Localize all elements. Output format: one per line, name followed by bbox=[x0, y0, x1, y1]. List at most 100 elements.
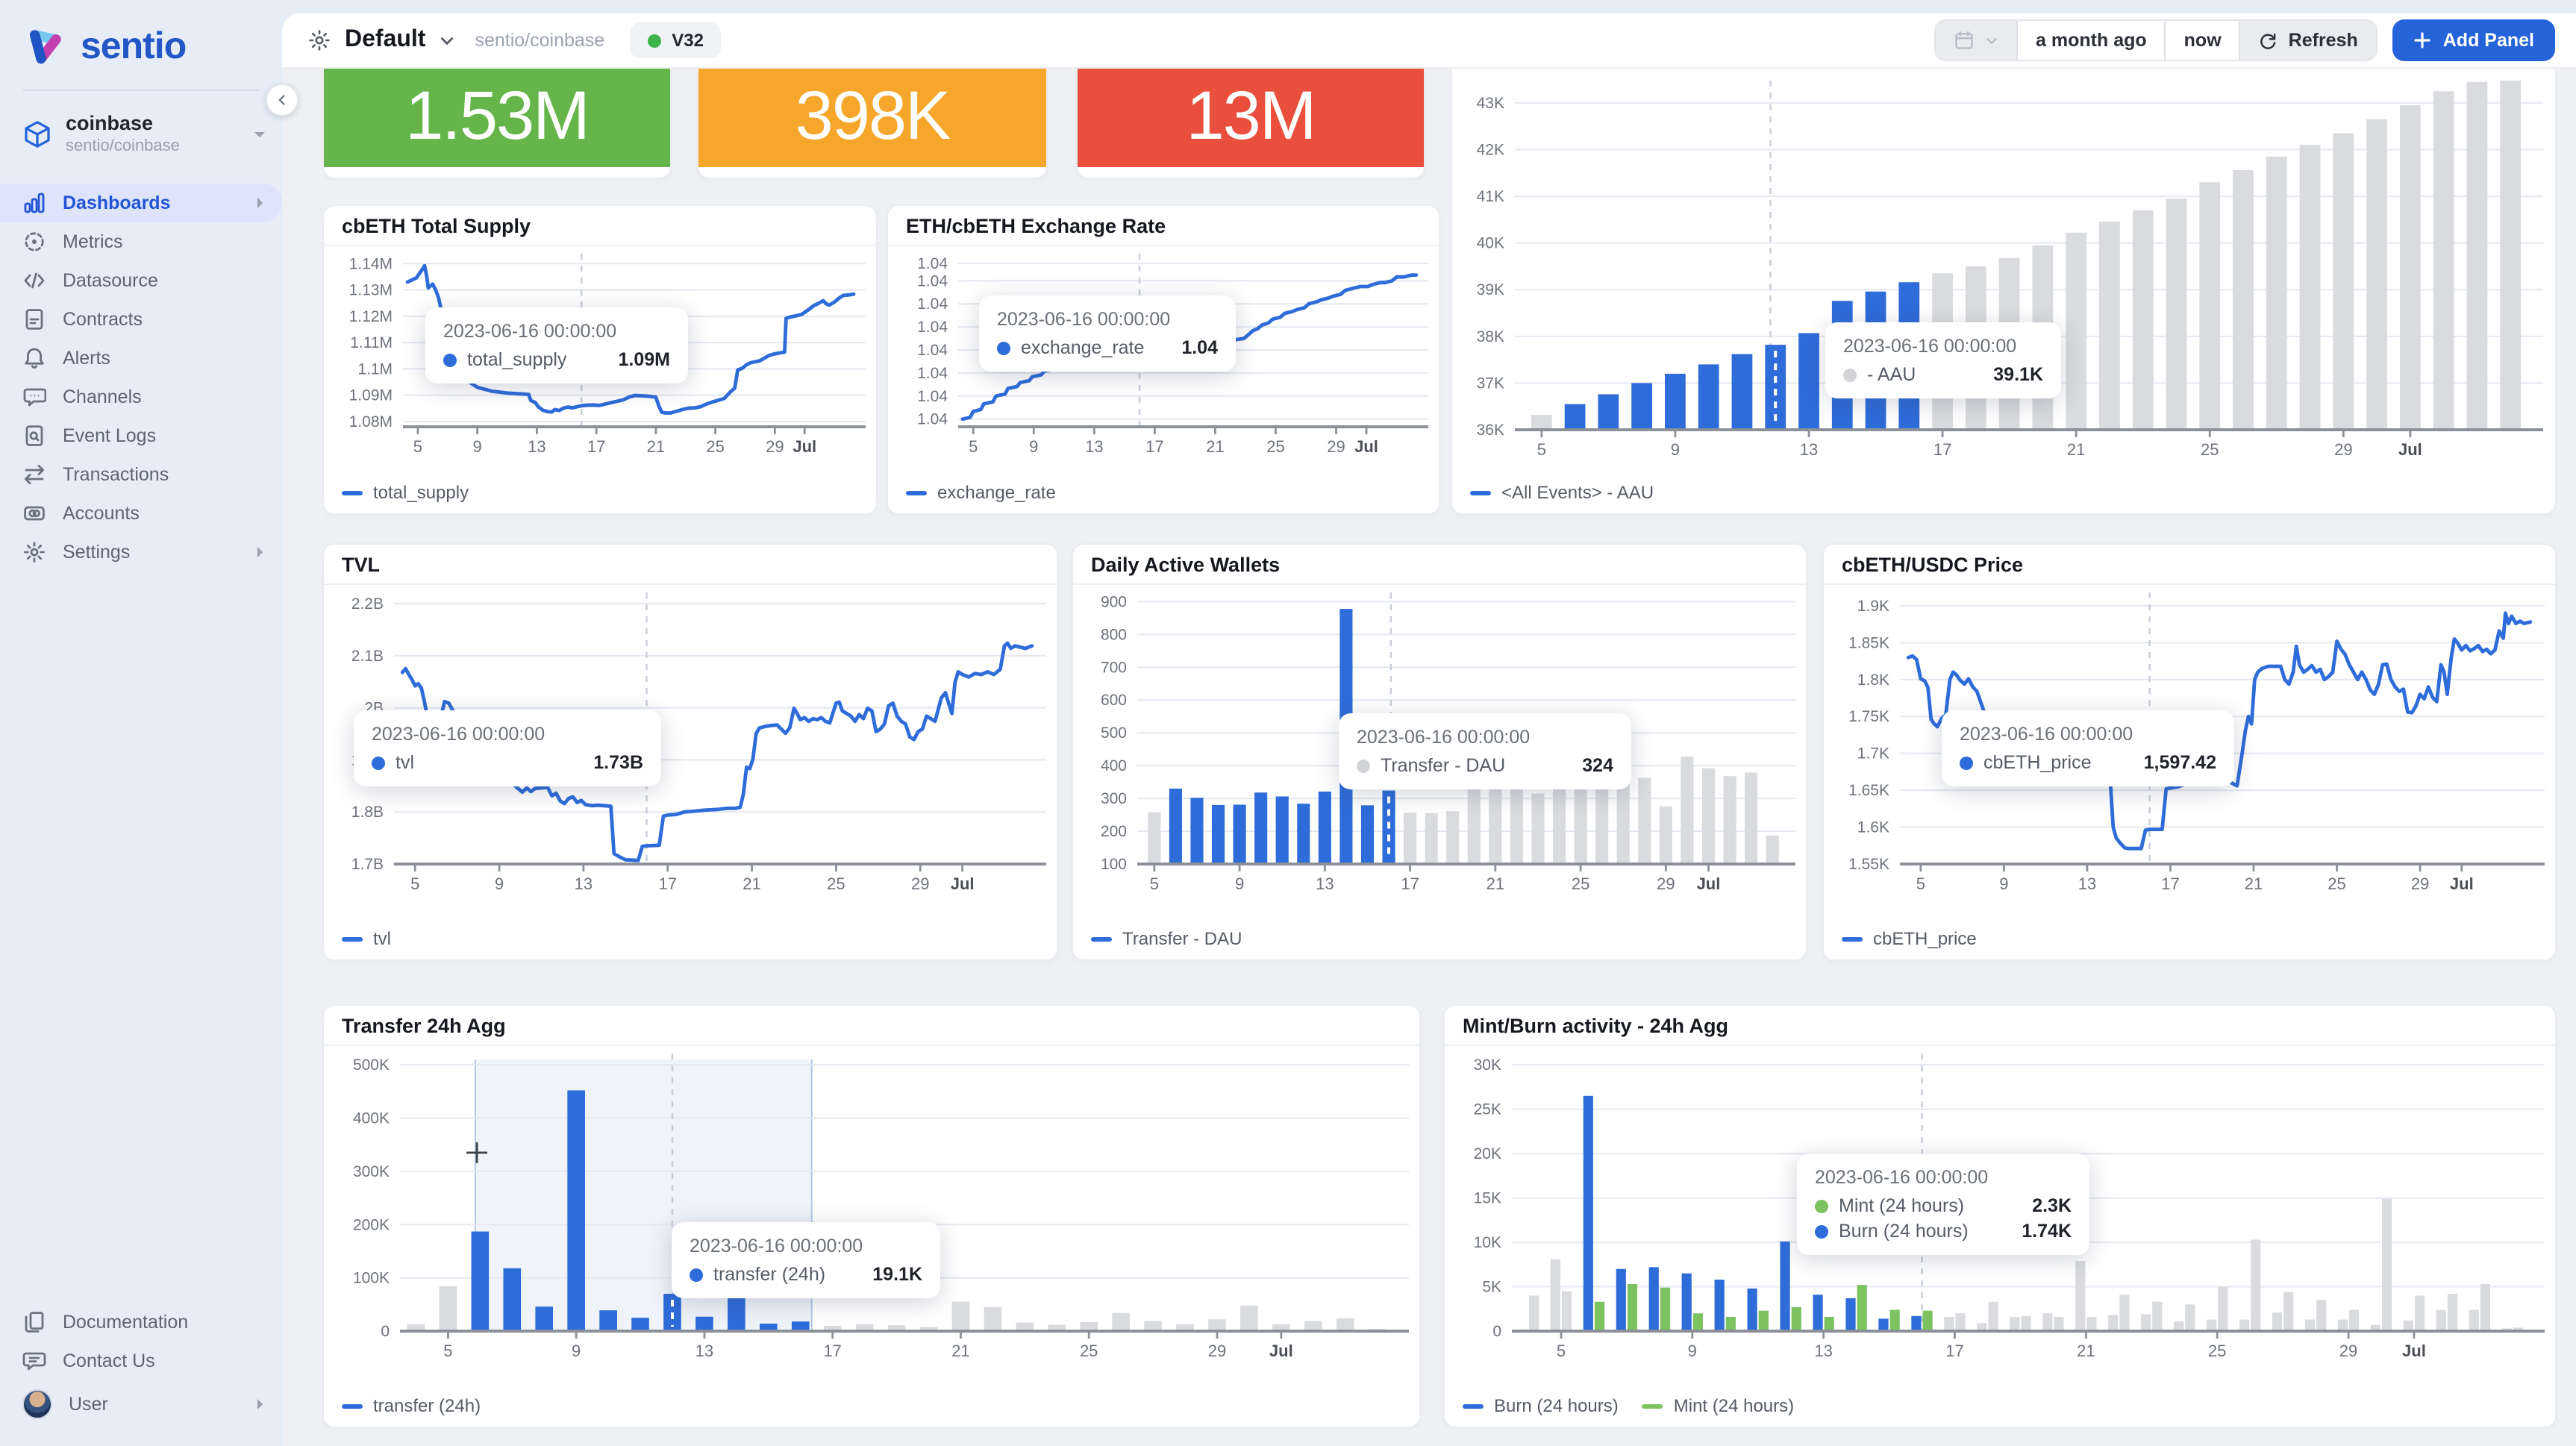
svg-text:100: 100 bbox=[1101, 856, 1127, 873]
metrics-icon bbox=[25, 232, 44, 251]
daily-active-wallets-chart[interactable]: 100 200 300 400 500 600 700 800 900 5 9 13 17 21 25 29 J… bbox=[1084, 586, 1798, 903]
contact-icon bbox=[22, 1352, 46, 1371]
legend-item[interactable]: <All Events> - AAU bbox=[1470, 482, 1654, 503]
svg-text:500K: 500K bbox=[353, 1057, 390, 1074]
datasource-icon bbox=[24, 272, 45, 289]
svg-text:Jul: Jul bbox=[793, 437, 816, 456]
svg-text:25: 25 bbox=[1266, 437, 1284, 456]
svg-text:1.14M: 1.14M bbox=[349, 255, 393, 272]
svg-text:0: 0 bbox=[381, 1323, 390, 1340]
sidebar-item-label: Contracts bbox=[63, 309, 143, 330]
svg-text:25: 25 bbox=[2328, 874, 2345, 893]
sidebar-item-documentation[interactable]: Documentation bbox=[0, 1303, 282, 1342]
sidebar-item-label: Event Logs bbox=[63, 425, 157, 446]
panel-title[interactable]: Mint/Burn activity - 24h Agg bbox=[1445, 1006, 2555, 1046]
legend-item[interactable]: transfer (24h) bbox=[342, 1395, 481, 1416]
sidebar-item-user[interactable]: User bbox=[0, 1380, 282, 1428]
svg-text:25: 25 bbox=[706, 437, 724, 456]
sidebar-item-transactions[interactable]: Transactions bbox=[0, 455, 282, 494]
documentation-icon bbox=[25, 1312, 44, 1333]
channels-icon bbox=[23, 388, 46, 407]
legend-item[interactable]: tvl bbox=[342, 928, 391, 949]
legend-item[interactable]: Burn (24 hours) bbox=[1463, 1395, 1619, 1416]
svg-text:25: 25 bbox=[2201, 440, 2219, 459]
legend-item[interactable]: cbETH_price bbox=[1842, 928, 1977, 949]
date-picker-button[interactable] bbox=[1936, 21, 2016, 60]
legend-item[interactable]: Mint (24 hours) bbox=[1642, 1395, 1794, 1416]
svg-text:100K: 100K bbox=[353, 1270, 390, 1287]
cbeth-price-chart[interactable]: 1.55K 1.6K 1.65K 1.7K 1.75K 1.8K 1.85K 1.9K 5 9 13… bbox=[1834, 586, 2548, 903]
svg-text:0: 0 bbox=[1492, 1323, 1501, 1340]
time-from-button[interactable]: a month ago bbox=[2016, 21, 2165, 60]
chart-legend: cbETH_price bbox=[1842, 928, 1977, 949]
svg-text:5: 5 bbox=[413, 437, 422, 456]
sidebar-item-dashboards[interactable]: Dashboards bbox=[0, 184, 282, 222]
sidebar-item-label: Alerts bbox=[63, 348, 110, 369]
stat-tile-panel[interactable]: 1.53M bbox=[322, 69, 672, 179]
legend-swatch bbox=[342, 490, 363, 495]
refresh-icon bbox=[2260, 33, 2276, 48]
legend-item[interactable]: total_supply bbox=[342, 482, 469, 503]
svg-text:13: 13 bbox=[528, 437, 545, 456]
panel-title[interactable]: Daily Active Wallets bbox=[1073, 545, 1806, 585]
panel-title[interactable]: Transfer 24h Agg bbox=[324, 1006, 1419, 1046]
add-panel-button[interactable]: Add Panel bbox=[2392, 19, 2555, 61]
panel-title[interactable]: TVL bbox=[324, 545, 1057, 585]
workspace-switcher[interactable]: coinbase sentio/coinbase bbox=[0, 91, 282, 172]
stat-tile-panel[interactable]: 13M bbox=[1076, 69, 1425, 179]
svg-text:38K: 38K bbox=[1477, 328, 1504, 345]
legend-item[interactable]: exchange_rate bbox=[906, 482, 1056, 503]
chart-legend: <All Events> - AAU bbox=[1470, 482, 1654, 503]
svg-text:Jul: Jul bbox=[1269, 1342, 1293, 1360]
sidebar-collapse-button[interactable] bbox=[266, 84, 298, 116]
svg-text:300: 300 bbox=[1101, 790, 1127, 807]
version-badge[interactable]: V32 bbox=[630, 22, 722, 58]
svg-text:5: 5 bbox=[1150, 874, 1159, 893]
sidebar-item-accounts[interactable]: Accounts bbox=[0, 494, 282, 533]
panel-cbeth-total-supply: cbETH Total Supply 1.08M 1.09M 1.1M 1.11M 1.… bbox=[322, 204, 878, 515]
sidebar-item-contact-us[interactable]: Contact Us bbox=[0, 1342, 282, 1380]
chevron-down-icon[interactable] bbox=[439, 32, 455, 48]
svg-text:5: 5 bbox=[1557, 1342, 1566, 1360]
panel-title[interactable]: cbETH Total Supply bbox=[324, 206, 876, 246]
legend-item[interactable]: Transfer - DAU bbox=[1091, 928, 1242, 949]
sidebar-item-contracts[interactable]: Contracts bbox=[0, 300, 282, 339]
svg-text:21: 21 bbox=[743, 874, 760, 893]
total-supply-chart[interactable]: 1.08M 1.09M 1.1M 1.11M 1.12M 1.13M 1.14M 5 9 13 17… bbox=[334, 248, 869, 466]
svg-text:9: 9 bbox=[572, 1342, 581, 1360]
sidebar-item-datasource[interactable]: Datasource bbox=[0, 261, 282, 300]
transfer-24h-chart[interactable]: 0 100K 200K 300K 400K 500K 5 9 13 17 21 25 29 Jul bbox=[334, 1048, 1412, 1370]
panel-tvl: TVL 1.7B 1.8B 1.9B 2B 2.1B 2.2B 5 9 13 17 21 25 29 Ju… bbox=[322, 543, 1058, 961]
svg-text:1.6K: 1.6K bbox=[1857, 819, 1889, 836]
aau-chart[interactable]: 36K 37K 38K 39K 40K 41K 42K 43K 5 9 13 17 21 25 29 Jul bbox=[1458, 75, 2546, 469]
panel-title[interactable]: cbETH/USDC Price bbox=[1824, 545, 2555, 585]
chevron-down-icon bbox=[254, 132, 265, 137]
gear-icon[interactable] bbox=[307, 28, 331, 52]
svg-text:5: 5 bbox=[1537, 440, 1546, 459]
svg-text:9: 9 bbox=[1029, 437, 1038, 456]
sidebar-item-alerts[interactable]: Alerts bbox=[0, 339, 282, 378]
svg-text:400K: 400K bbox=[353, 1110, 390, 1127]
legend-label: Burn (24 hours) bbox=[1494, 1395, 1619, 1416]
dashboard-title[interactable]: Default bbox=[345, 27, 426, 52]
time-to-button[interactable]: now bbox=[2164, 21, 2239, 60]
tvl-chart[interactable]: 1.7B 1.8B 1.9B 2B 2.1B 2.2B 5 9 13 17 21 25 29 Jul bbox=[334, 586, 1049, 903]
sidebar-item-event-logs[interactable]: Event Logs bbox=[0, 416, 282, 455]
svg-text:29: 29 bbox=[2411, 874, 2429, 893]
sidebar-item-metrics[interactable]: Metrics bbox=[0, 222, 282, 261]
svg-text:1.75K: 1.75K bbox=[1848, 708, 1889, 725]
panel-daily-active-wallets: Daily Active Wallets 100 200 300 400 500 600 7… bbox=[1072, 543, 1807, 961]
sidebar-item-settings[interactable]: Settings bbox=[0, 533, 282, 572]
dashboard-canvas[interactable]: 1.53M 398K 13M 36K 37K 38K 39K 40K 41K 42K 43K 5… bbox=[282, 69, 2576, 1446]
panel-mint-burn: Mint/Burn activity - 24h Agg 0 5K 10K 15K 20… bbox=[1443, 1004, 2557, 1428]
sidebar-item-channels[interactable]: Channels bbox=[0, 378, 282, 416]
legend-label: transfer (24h) bbox=[373, 1395, 481, 1416]
sentio-logo[interactable]: sentio bbox=[0, 0, 282, 87]
stat-tile-panel[interactable]: 398K bbox=[697, 69, 1048, 179]
panel-title[interactable]: ETH/cbETH Exchange Rate bbox=[888, 206, 1439, 246]
exchange-rate-chart[interactable]: 1.041.041.041.041.041.041.041.045 9 13 17 21… bbox=[898, 248, 1431, 466]
mint-burn-chart[interactable]: 0 5K 10K 15K 20K 25K 30K 5 9 13 17 21 25 29 Jul bbox=[1455, 1048, 2548, 1370]
svg-text:1.7B: 1.7B bbox=[351, 856, 384, 873]
refresh-button[interactable]: Refresh bbox=[2239, 21, 2376, 60]
svg-text:13: 13 bbox=[1814, 1342, 1832, 1360]
